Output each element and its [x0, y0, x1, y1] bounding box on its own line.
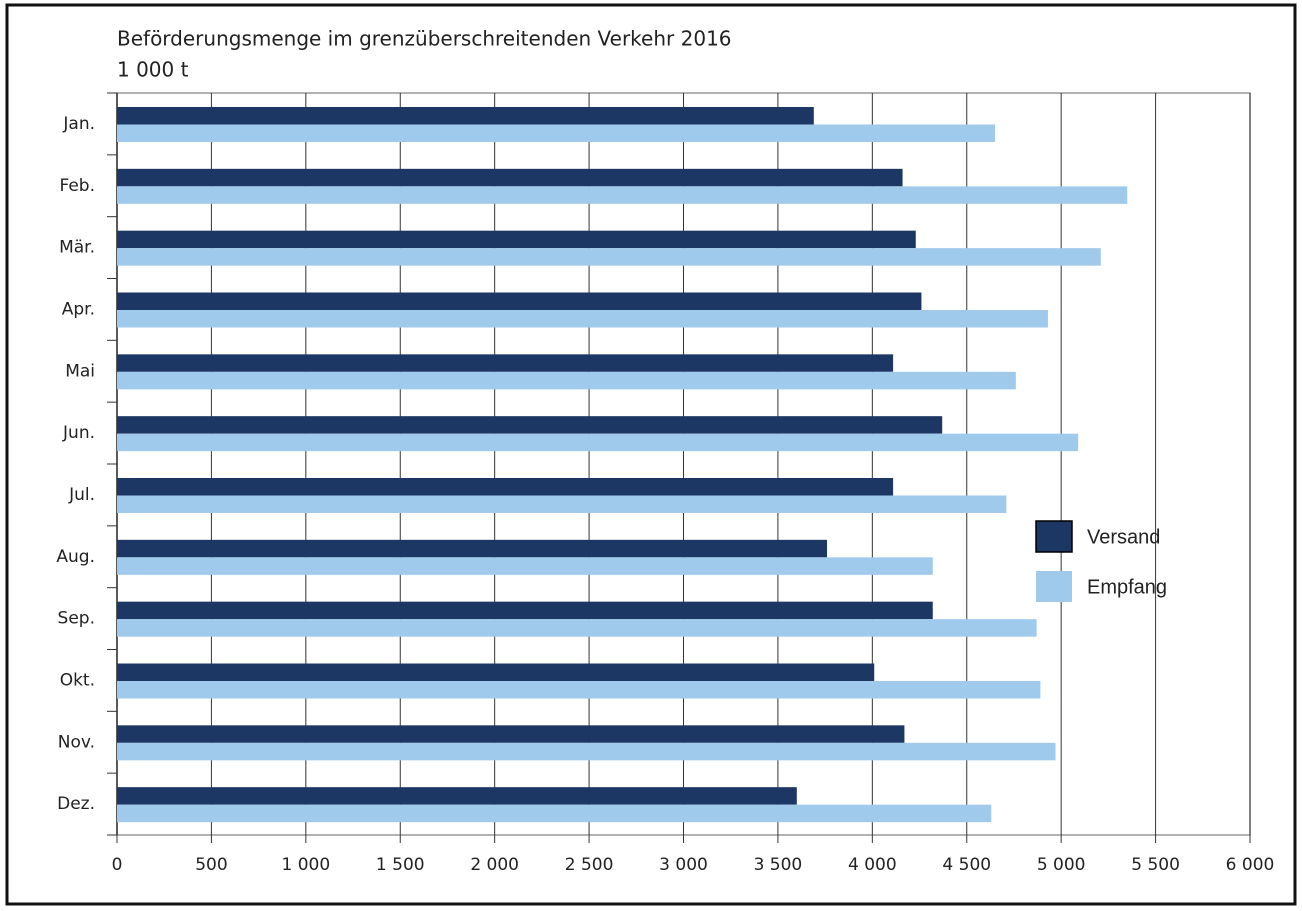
bar: [117, 124, 996, 142]
bar: [117, 416, 943, 434]
x-tick-label: 1 000: [281, 855, 330, 875]
bar: [117, 354, 894, 372]
y-tick-label: Dez.: [57, 794, 95, 814]
y-tick-label: Apr.: [62, 299, 95, 319]
bar: [117, 557, 933, 575]
y-tick-label: Mär.: [59, 238, 95, 258]
x-tick-label: 3 000: [659, 855, 708, 875]
bar: [117, 804, 992, 823]
legend-swatch: [1036, 571, 1072, 602]
bar: [117, 230, 916, 249]
x-tick-label: 5 000: [1037, 855, 1086, 875]
y-tick-label: Feb.: [59, 176, 95, 196]
x-tick-label: 6 000: [1226, 855, 1275, 875]
x-tick-label: 4 000: [848, 855, 897, 875]
x-tick-label: 5 500: [1131, 855, 1180, 875]
legend-label: Empfang: [1087, 576, 1167, 598]
y-tick-label: Aug.: [56, 547, 95, 567]
bar: [117, 292, 922, 310]
bar: [117, 433, 1079, 452]
bar: [117, 787, 797, 805]
y-tick-label: Sep.: [58, 609, 95, 629]
y-tick-label: Jul.: [68, 485, 95, 505]
bar: [117, 619, 1037, 637]
x-tick-label: 3 500: [754, 855, 803, 875]
y-tick-label: Nov.: [58, 732, 95, 752]
bar: [117, 725, 905, 743]
bar: [117, 107, 814, 125]
y-tick-label: Jan.: [62, 114, 95, 134]
frame: [5, 3, 1297, 906]
bar: [117, 168, 903, 187]
x-tick-label: 2 000: [470, 855, 519, 875]
chart-subtitle: 1 000 t: [117, 58, 189, 82]
x-tick-label: 4 500: [942, 855, 991, 875]
bar: [117, 478, 894, 496]
bar: [117, 681, 1041, 699]
y-tick-label: Mai: [65, 361, 95, 381]
bar: [117, 371, 1016, 390]
x-tick-label: 1 500: [376, 855, 425, 875]
bar: [117, 186, 1128, 204]
bar: [117, 248, 1101, 266]
y-tick-label: Jun.: [62, 423, 95, 443]
bar: [117, 310, 1048, 328]
bar: [117, 539, 828, 558]
y-tick-label: Okt.: [60, 670, 95, 690]
x-tick-label: 500: [195, 855, 227, 875]
bar: [117, 495, 1007, 513]
chart-title: Beförderungsmenge im grenzüberschreitend…: [117, 27, 732, 51]
bar: [117, 601, 933, 620]
legend-swatch: [1035, 520, 1073, 553]
legend-label: Versand: [1087, 526, 1160, 548]
x-tick-label: 2 500: [565, 855, 614, 875]
bar: [117, 742, 1056, 761]
x-tick-label: 0: [112, 855, 123, 875]
bar: [117, 663, 875, 681]
